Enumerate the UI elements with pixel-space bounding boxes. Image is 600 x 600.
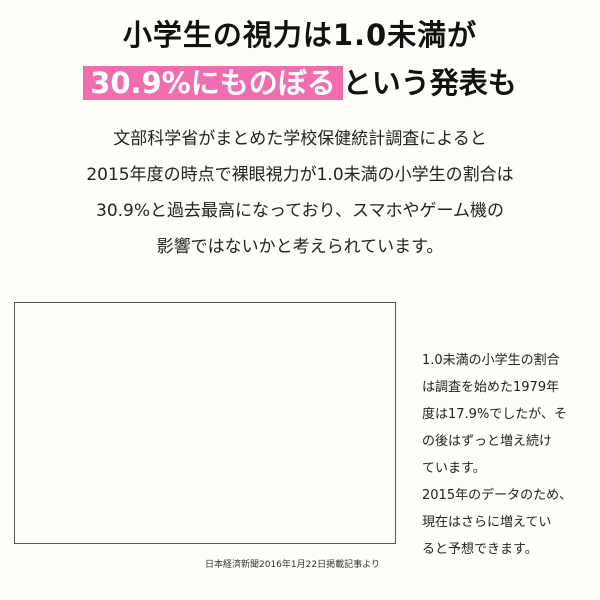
intro-paragraph: 文部科学省がまとめた学校保健統計調査によると 2015年度の時点で裸眼視力が1.…	[20, 121, 580, 265]
headline-line-2-rest: という発表も	[342, 66, 517, 100]
headline-line-2: 30.9%にものぼる という発表も	[0, 62, 600, 104]
intro-line: 2015年度の時点で裸眼視力が1.0未満の小学生の割合は	[86, 165, 514, 185]
side-note-line: ると予想できます。	[422, 542, 538, 557]
side-note-line: 2015年のデータのため、	[422, 488, 573, 503]
intro-line: 30.9%と過去最高になっており、スマホやゲーム機の	[96, 201, 504, 221]
side-note-line: ています。	[422, 461, 486, 476]
headline: 小学生の視力は1.0未満が 30.9%にものぼる という発表も	[0, 14, 600, 104]
intro-line: 影響ではないかと考えられています。	[156, 237, 444, 257]
side-note-line: は調査を始めた1979年	[422, 380, 560, 395]
side-note-line: 現在はさらに増えてい	[422, 515, 552, 530]
side-note-line: 度は17.9%でしたが、そ	[422, 407, 568, 422]
side-note-line: の後はずっと増え続け	[422, 434, 553, 449]
side-note-line: 1.0未満の小学生の割合	[422, 353, 560, 368]
headline-highlight: 30.9%にものぼる	[83, 66, 343, 100]
side-note: 1.0未満の小学生の割合 は調査を始めた1979年 度は17.9%でしたが、そ …	[422, 347, 592, 563]
chart-frame	[14, 302, 396, 544]
headline-line-1: 小学生の視力は1.0未満が	[122, 18, 478, 52]
chart-source-note: 日本経済新聞2016年1月22日掲載記事より	[205, 560, 380, 570]
intro-line: 文部科学省がまとめた学校保健統計調査によると	[113, 129, 487, 149]
